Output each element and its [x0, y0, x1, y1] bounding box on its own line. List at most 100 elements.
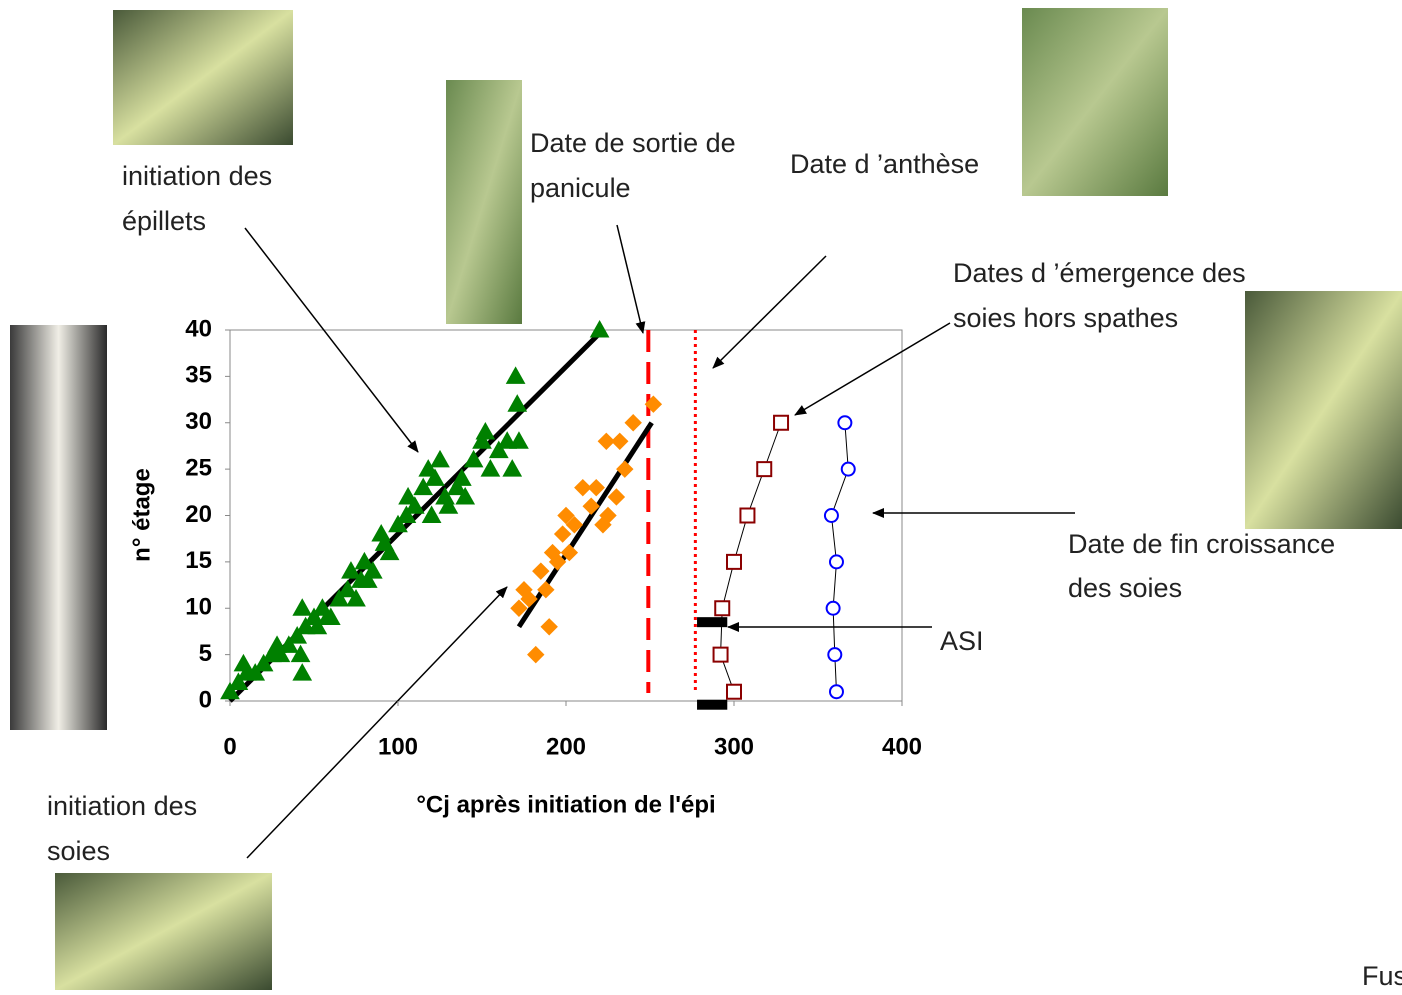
- point: [270, 644, 291, 663]
- point: [502, 459, 523, 477]
- point: [421, 505, 442, 523]
- point: [565, 516, 584, 534]
- point: [463, 449, 484, 468]
- x-tick-label: 400: [882, 733, 922, 760]
- annotation: ASI: [940, 626, 984, 656]
- point: [537, 580, 555, 599]
- photo: [10, 325, 107, 730]
- x-tick-label: 300: [714, 733, 754, 760]
- point: [253, 653, 274, 672]
- point: [480, 459, 501, 477]
- point: [287, 626, 308, 644]
- point: [756, 461, 773, 478]
- point: [290, 644, 311, 663]
- point: [828, 684, 844, 700]
- point: [475, 422, 496, 440]
- photo: [113, 10, 293, 145]
- point: [341, 561, 361, 579]
- point: [337, 579, 358, 598]
- point: [644, 395, 663, 413]
- y-tick-label: 5: [199, 640, 212, 667]
- point: [446, 477, 467, 496]
- point: [438, 496, 459, 514]
- point: [607, 488, 626, 506]
- point: [451, 468, 472, 486]
- footer-fragment: Fus: [1362, 961, 1402, 990]
- annotation: Date de sortie de: [530, 128, 736, 158]
- point: [278, 635, 299, 653]
- y-tick-label: 30: [185, 408, 212, 435]
- point: [840, 461, 856, 477]
- point: [837, 415, 853, 431]
- asi-bar: [697, 699, 728, 710]
- point: [455, 486, 476, 505]
- y-tick-label: 40: [185, 315, 212, 342]
- y-tick-label: 25: [185, 454, 212, 481]
- point: [398, 486, 418, 505]
- point: [540, 618, 558, 636]
- point: [228, 672, 249, 690]
- annotation: panicule: [530, 173, 631, 203]
- point: [714, 600, 731, 617]
- point: [425, 468, 445, 486]
- point: [488, 440, 509, 459]
- point: [527, 645, 545, 664]
- photo: [1022, 8, 1168, 196]
- point: [418, 459, 439, 477]
- point: [553, 525, 572, 543]
- point: [828, 554, 844, 570]
- point: [739, 507, 756, 524]
- point: [379, 542, 400, 561]
- point: [404, 496, 425, 514]
- y-axis-label: n° étage: [128, 468, 155, 562]
- point: [587, 478, 605, 497]
- point: [827, 647, 843, 663]
- x-tick-label: 0: [223, 733, 236, 760]
- point: [557, 506, 575, 525]
- point: [520, 590, 538, 608]
- x-tick-label: 200: [546, 733, 586, 760]
- arrow: [616, 224, 646, 334]
- point: [726, 553, 742, 570]
- point: [245, 663, 266, 681]
- point: [505, 366, 526, 384]
- arrow: [246, 586, 508, 859]
- point: [472, 431, 492, 449]
- x-axis-label: °Cj après initiation de l'épi: [416, 791, 715, 818]
- point: [611, 432, 629, 451]
- annotation: initiation des: [122, 161, 272, 191]
- point: [823, 508, 839, 523]
- point: [396, 505, 417, 523]
- point: [726, 683, 742, 700]
- point: [616, 460, 634, 478]
- photo: [1245, 291, 1402, 529]
- point: [509, 431, 529, 449]
- annotation: épillets: [122, 206, 206, 236]
- y-tick-label: 20: [185, 501, 212, 528]
- annotation: Date d ’anthèse: [790, 149, 979, 179]
- annotation: des soies: [1068, 573, 1182, 603]
- x-tick-label: 100: [378, 733, 418, 760]
- annotation: soies: [47, 836, 110, 866]
- point: [825, 600, 841, 616]
- annotation: Date de fin croissance: [1068, 529, 1335, 559]
- asi-bar: [697, 617, 728, 628]
- point: [320, 607, 341, 626]
- point: [773, 414, 790, 431]
- annotation: Dates d ’émergence des: [953, 258, 1246, 288]
- point: [582, 497, 600, 515]
- point: [220, 681, 240, 700]
- point: [292, 598, 313, 616]
- point: [507, 394, 528, 412]
- arrow: [794, 322, 951, 416]
- photo: [55, 873, 272, 990]
- point: [599, 506, 617, 525]
- arrows: [244, 224, 1075, 859]
- fit-line: [516, 421, 654, 629]
- annotation: soies hors spathes: [953, 303, 1178, 333]
- arrow: [244, 227, 419, 453]
- point: [307, 616, 328, 635]
- y-tick-label: 10: [185, 594, 212, 621]
